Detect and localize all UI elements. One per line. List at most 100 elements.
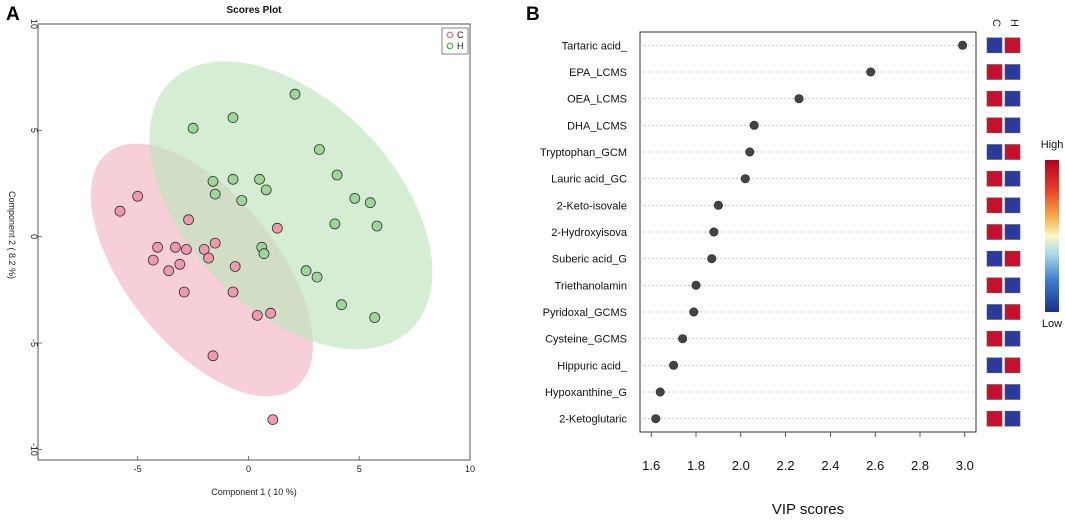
heat-cell-c <box>986 357 1003 374</box>
scores-x-tick-label: 5 <box>357 464 362 474</box>
vip-x-tick-label: 3.0 <box>956 458 974 473</box>
score-point-h <box>311 271 323 283</box>
heat-cell-h <box>1004 410 1021 427</box>
scores-y-label: Component 2 ( 8.2 %) <box>7 191 17 279</box>
score-point-c <box>229 261 241 272</box>
vip-x-tick-label: 2.6 <box>866 458 884 473</box>
score-point-h <box>227 173 239 185</box>
vip-feature-label: 2-Keto-isovale <box>557 200 627 212</box>
heat-cell-h <box>1004 330 1021 347</box>
vip-point <box>669 360 679 370</box>
score-point-c <box>251 309 263 321</box>
vip-x-axis: 1.6 1.8 2.0 2.2 2.4 2.6 2.8 3.0 <box>642 432 974 473</box>
vip-point <box>651 414 661 424</box>
heat-cell-h <box>1004 37 1021 54</box>
score-point-h <box>336 299 347 311</box>
heat-cell-h <box>1004 384 1021 400</box>
scores-points <box>114 88 383 426</box>
vip-feature-label: Hypoxanthine_G <box>545 387 627 399</box>
vip-x-label: VIP scores <box>772 501 844 518</box>
score-point-c <box>227 286 239 298</box>
heat-cell-c <box>986 224 1003 240</box>
scores-y-tick-label: -5 <box>29 339 39 347</box>
score-point-c <box>209 237 221 249</box>
score-point-h <box>349 192 361 204</box>
scores-plot-title: Scores Plot <box>226 5 282 16</box>
vip-point <box>713 200 723 210</box>
vip-feature-label: 2-Ketoglutaric <box>559 414 627 426</box>
vip-feature-label: 2-Hydroxyisova <box>551 227 628 239</box>
score-point-h <box>209 188 221 200</box>
score-point-c <box>163 265 175 277</box>
scores-plot-frame <box>37 23 471 461</box>
score-point-h <box>207 175 219 187</box>
scores-axes: -5 0 5 10 -10 -5 0 5 10 <box>29 19 475 474</box>
vip-point <box>745 147 755 157</box>
score-point-h <box>329 218 341 230</box>
score-point-c <box>174 258 186 270</box>
score-point-h <box>260 184 272 196</box>
score-point-c <box>265 307 277 319</box>
score-point-h <box>258 248 270 260</box>
vip-feature-label: DHA_LCMS <box>567 120 627 132</box>
scores-x-tick-label: 10 <box>465 464 475 474</box>
score-point-c <box>169 241 181 253</box>
scores-legend: C H <box>441 27 469 55</box>
heat-cell-h <box>1004 250 1021 267</box>
score-point-h <box>289 88 301 100</box>
score-point-h <box>371 220 383 232</box>
heat-cell-c <box>986 304 1003 320</box>
heatmap-col-h-header: H <box>1008 19 1020 27</box>
vip-heatmap <box>986 37 1021 427</box>
heat-cell-c <box>986 197 1003 214</box>
heat-cell-h <box>1004 304 1021 320</box>
vip-x-tick-label: 2.8 <box>911 458 929 473</box>
score-point-h <box>254 173 265 185</box>
heat-cell-c <box>986 277 1003 294</box>
vip-feature-label: Tartaric acid_ <box>562 40 628 52</box>
scores-x-tick-label: -5 <box>134 464 142 474</box>
ellipse-c <box>90 143 314 397</box>
vip-x-tick-label: 1.8 <box>687 458 705 473</box>
vip-point <box>709 227 719 237</box>
score-point-c <box>183 214 195 226</box>
score-point-c <box>203 252 215 264</box>
vip-feature-label: Hippuric acid_ <box>557 360 628 372</box>
score-point-h <box>227 112 239 123</box>
score-point-c <box>207 350 219 362</box>
score-point-c <box>267 414 279 426</box>
scores-x-tick-label: 0 <box>246 464 251 474</box>
score-point-h <box>187 122 199 134</box>
panel-a-letter: A <box>6 4 20 25</box>
colorbar <box>1045 160 1059 312</box>
vip-x-tick-label: 2.4 <box>821 458 839 473</box>
vip-feature-label: Suberic acid_G <box>552 254 627 266</box>
heat-cell-h <box>1004 64 1021 80</box>
score-point-h <box>331 169 343 181</box>
heat-cell-h <box>1004 197 1021 214</box>
score-point-c <box>147 254 159 266</box>
heat-cell-h <box>1004 170 1021 187</box>
score-point-h <box>300 265 312 277</box>
legend-c-marker <box>446 31 454 39</box>
vip-feature-label: Lauric acid_GC <box>551 174 627 186</box>
heat-cell-h <box>1004 224 1021 240</box>
scores-y-tick-label: -10 <box>29 443 39 456</box>
vip-point <box>678 334 688 344</box>
scores-y-tick-label: 10 <box>29 19 39 29</box>
heat-cell-c <box>986 250 1003 267</box>
score-point-h <box>364 197 376 209</box>
heat-cell-h <box>1004 117 1021 134</box>
vip-feature-label: Pyridoxal_GCMS <box>543 307 627 319</box>
heat-cell-c <box>986 117 1003 134</box>
score-point-h <box>369 312 381 323</box>
vip-feature-label: Tryptophan_GCM <box>540 147 627 159</box>
vip-feature-label: OEA_LCMS <box>567 94 627 106</box>
heat-cell-c <box>986 410 1003 427</box>
colorbar-high-label: High <box>1041 139 1064 151</box>
confidence-ellipses <box>90 61 433 397</box>
vip-point <box>691 280 701 290</box>
legend-h-marker <box>446 42 454 50</box>
heatmap-col-c-header: C <box>990 19 1002 27</box>
